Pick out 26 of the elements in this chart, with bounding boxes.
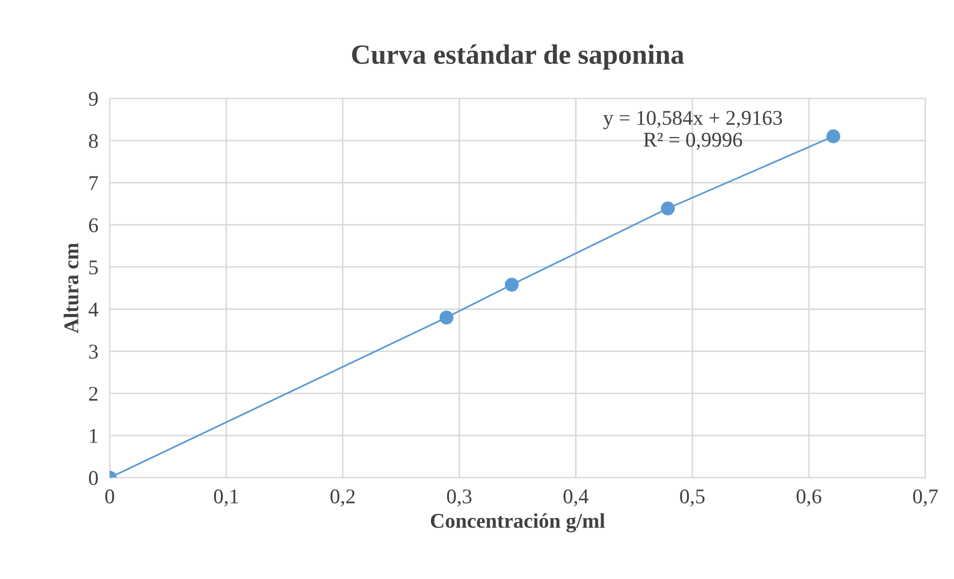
y-tick-label: 0: [88, 471, 98, 486]
x-tick-label: 0,3: [447, 489, 472, 506]
y-tick-label: 9: [88, 92, 98, 106]
y-tick-label: 1: [90, 429, 98, 443]
x-tick-label: 0,7: [913, 489, 938, 506]
point: [826, 129, 840, 144]
x-tick-label: 0,4: [564, 489, 588, 506]
x-tick-label: 0,5: [680, 489, 705, 506]
annotation: y = 10,584x + 2,9163 R² = 0,9996: [603, 110, 782, 150]
x-tick-label: 0,2: [330, 489, 355, 506]
y-tick-label: 7: [90, 176, 98, 190]
y-tick-label: 4: [88, 302, 98, 316]
chart-title: Curva estándar de saponina: [352, 44, 684, 70]
x-tick-label: 0,6: [796, 489, 822, 506]
x-tick-label: 0,1: [214, 489, 238, 506]
point: [504, 278, 519, 292]
x-tick-label: 0: [105, 489, 114, 504]
x-axis-title: Concentración g/ml: [430, 513, 605, 532]
y-tick-label: 5: [89, 260, 98, 274]
y-tick-label: 6: [89, 218, 98, 232]
y-axis-title: Altura cm: [64, 242, 78, 334]
point: [660, 201, 675, 216]
y-tick-label: 3: [89, 344, 98, 359]
point: [440, 310, 454, 324]
y-tick-label: 2: [89, 386, 98, 401]
y-tick-label: 8: [88, 134, 98, 148]
